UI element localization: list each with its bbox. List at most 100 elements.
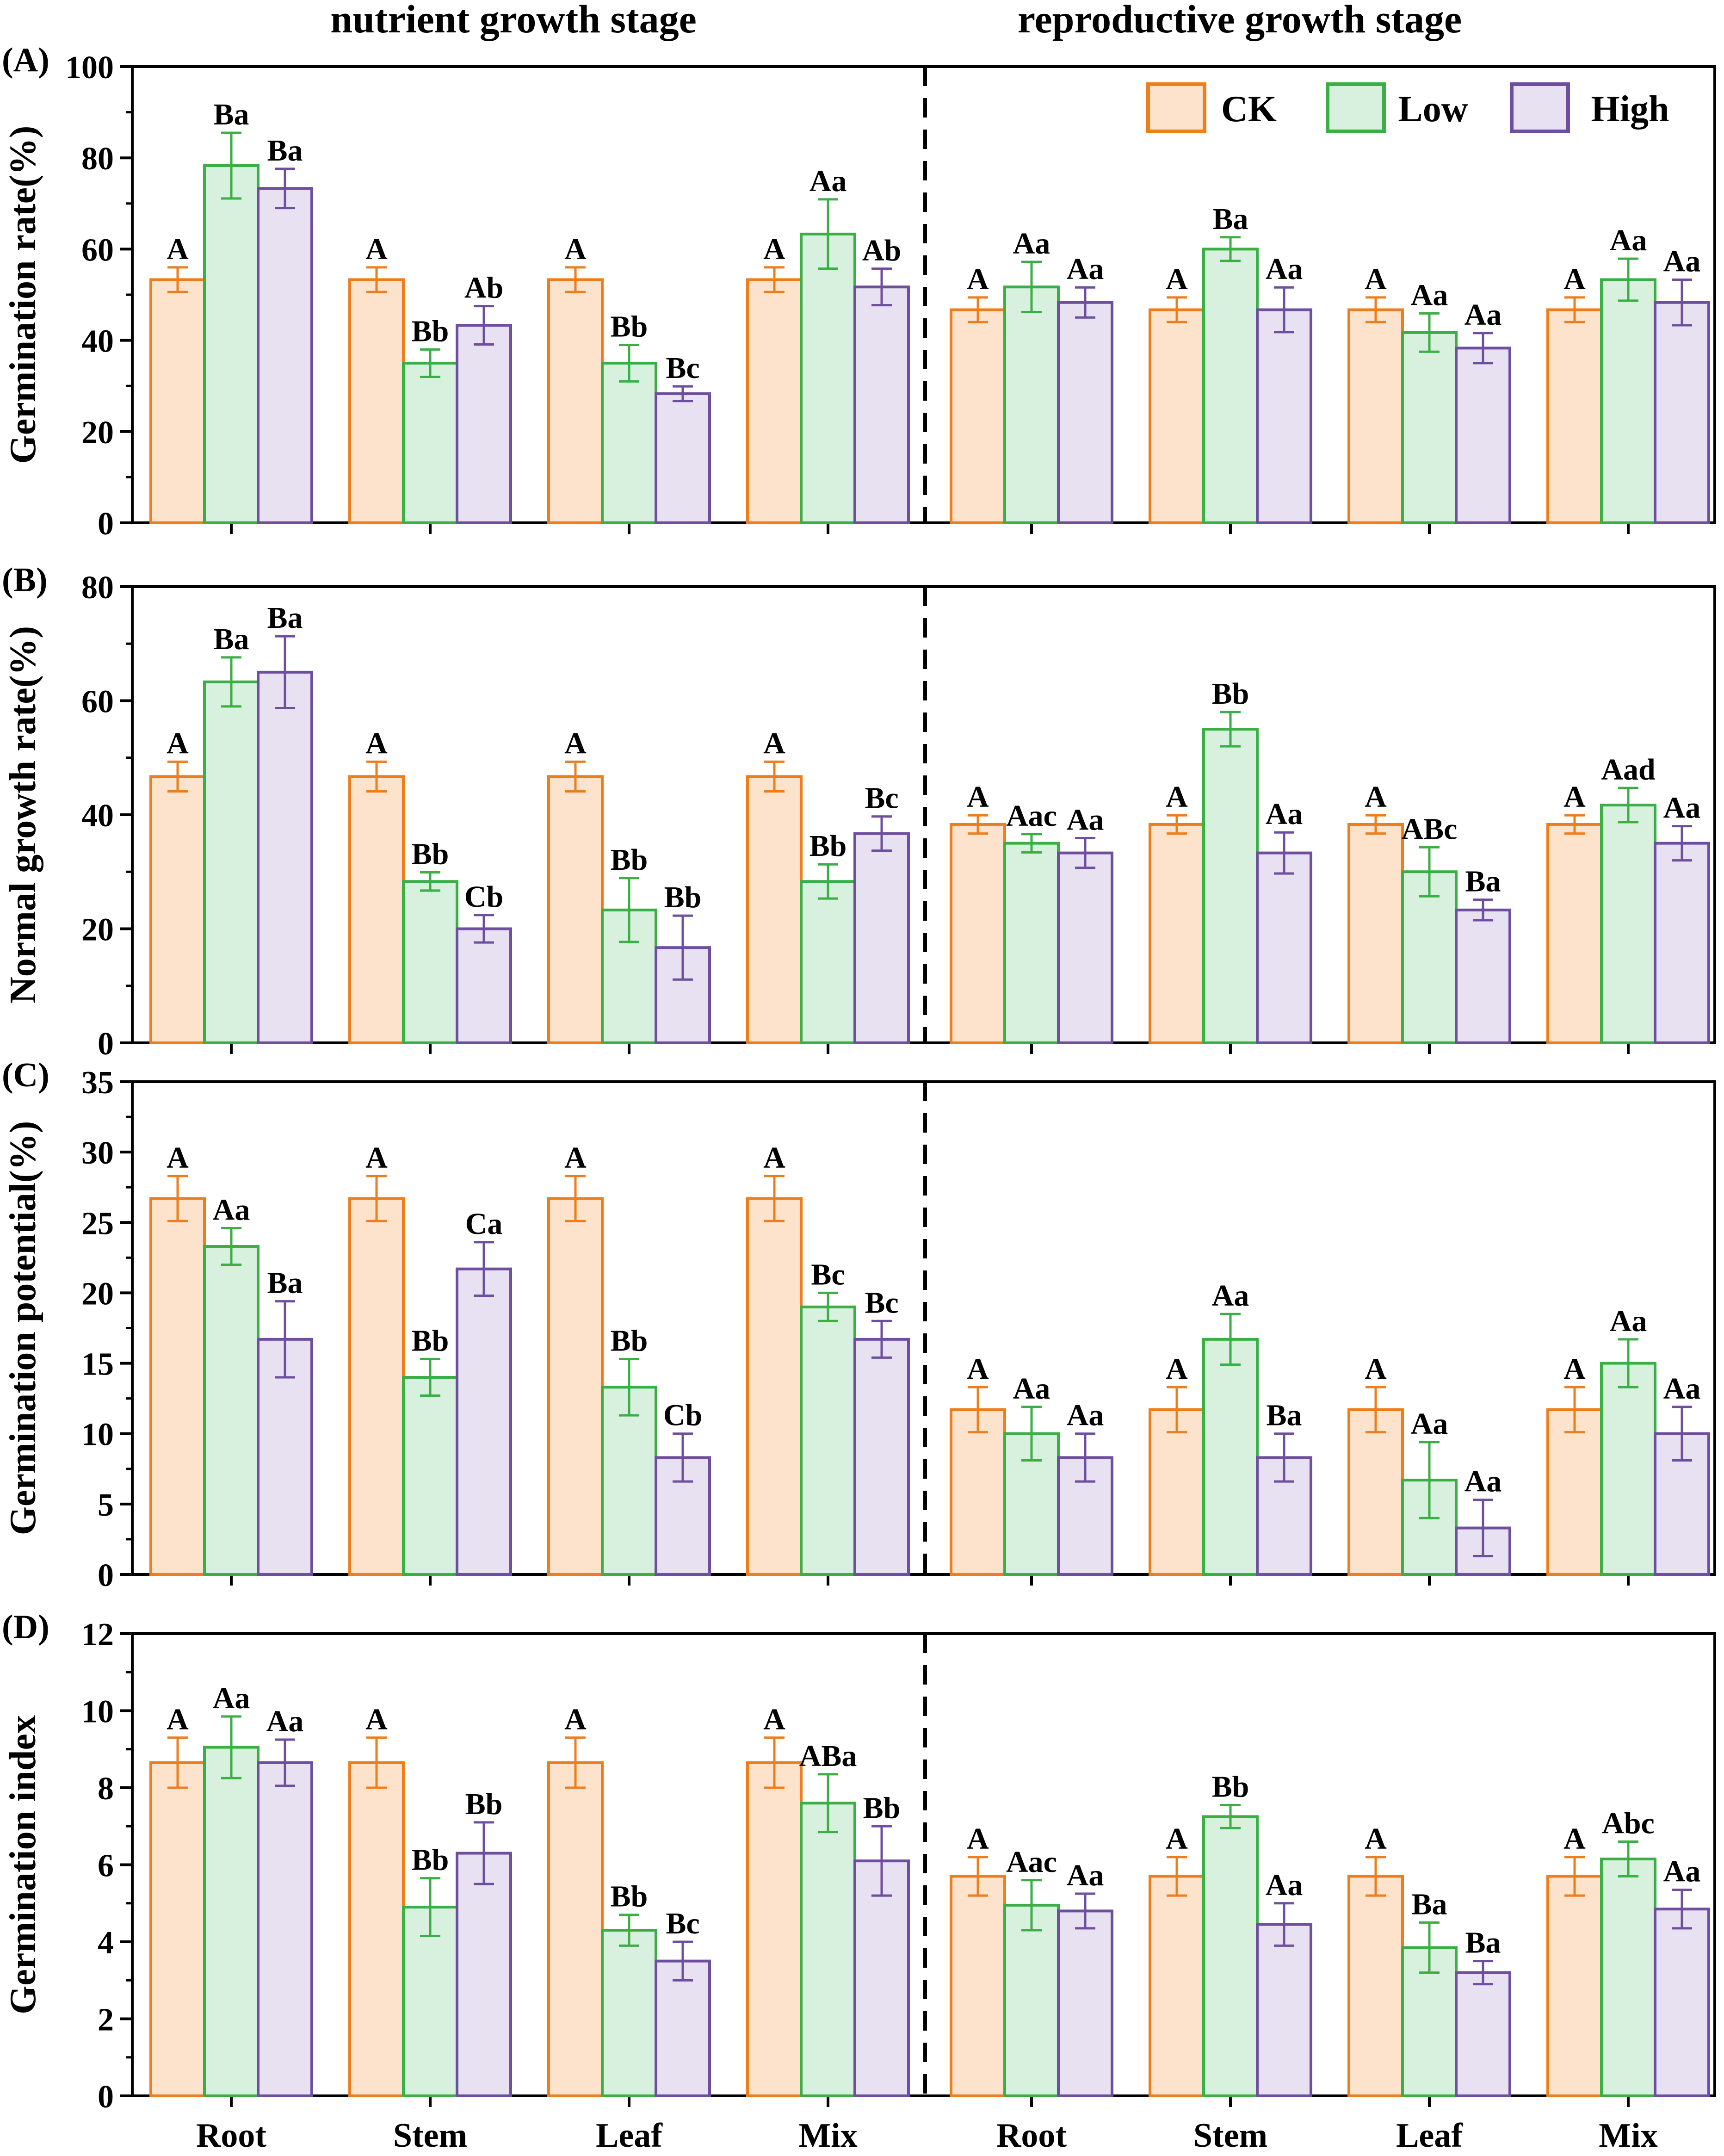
bar-ck-8 — [1546, 1875, 1603, 2098]
sig-label-low-2: Bb — [412, 837, 449, 871]
y-tick-label: 35 — [81, 1065, 114, 1101]
sig-label-high-8: Aa — [1663, 244, 1701, 278]
sig-label-ck-4: A — [763, 1703, 785, 1736]
bar-low-4 — [800, 880, 856, 1044]
sig-label-high-4: Bb — [863, 1791, 901, 1825]
sig-label-ck-8: A — [1563, 1352, 1586, 1386]
bar-high-7 — [1455, 908, 1511, 1044]
sig-label-low-5: Aa — [1013, 227, 1050, 260]
bar-high-4 — [853, 285, 910, 524]
bar-ck-4 — [746, 775, 803, 1044]
sig-label-low-4: Bc — [811, 1258, 845, 1291]
sig-label-low-3: Bb — [611, 1880, 648, 1914]
sig-label-ck-2: A — [365, 232, 388, 266]
bar-ck-2 — [348, 1761, 405, 2097]
bar-low-6 — [1202, 248, 1259, 524]
stage-title-right: reproductive growth stage — [1018, 0, 1462, 41]
bar-high-6 — [1256, 1923, 1312, 2098]
bar-low-4 — [800, 1305, 856, 1576]
sig-label-ck-3: A — [564, 1141, 587, 1175]
bar-low-8 — [1600, 278, 1656, 524]
bar-ck-1 — [149, 278, 206, 524]
sig-label-high-3: Bc — [666, 1907, 699, 1940]
sig-label-low-3: Bb — [611, 310, 648, 343]
legend-swatch-ck — [1146, 82, 1206, 133]
y-tick-label: 0 — [98, 1026, 114, 1062]
panel-label: (D) — [2, 1608, 49, 1646]
bar-low-4 — [800, 1802, 856, 2098]
bar-ck-8 — [1546, 823, 1603, 1044]
sig-label-high-1: Aa — [266, 1704, 304, 1738]
x-tick-label: Root — [196, 2117, 266, 2155]
sig-label-low-1: Ba — [213, 98, 249, 131]
bar-ck-4 — [746, 1197, 803, 1576]
sig-label-low-1: Ba — [213, 622, 249, 656]
bar-low-8 — [1600, 804, 1656, 1044]
sig-label-high-8: Aa — [1663, 791, 1701, 825]
sig-label-low-7: ABc — [1402, 812, 1458, 846]
legend-swatch-high — [1510, 82, 1570, 133]
bar-high-6 — [1256, 851, 1312, 1044]
bar-high-1 — [257, 187, 313, 524]
sig-label-ck-5: A — [967, 262, 989, 296]
bar-low-8 — [1600, 1362, 1656, 1576]
bar-ck-7 — [1347, 1875, 1404, 2098]
bar-ck-5 — [950, 1408, 1006, 1576]
panel-label: (A) — [2, 41, 49, 79]
bar-ck-5 — [950, 823, 1006, 1044]
sig-label-low-2: Bb — [412, 314, 449, 348]
bar-low-7 — [1401, 331, 1458, 524]
sig-label-low-8: Aa — [1610, 223, 1647, 257]
y-tick-label: 0 — [98, 2079, 114, 2115]
bar-low-2 — [402, 361, 458, 525]
sig-label-ck-1: A — [167, 232, 189, 266]
y-tick-label: 80 — [81, 141, 114, 177]
bar-low-5 — [1003, 1903, 1060, 2098]
y-tick-label: 25 — [81, 1206, 114, 1241]
y-axis-title: Germination potential(%) — [3, 1121, 43, 1535]
panel-label: (B) — [2, 561, 48, 599]
bar-high-6 — [1256, 308, 1312, 525]
sig-label-low-8: Aa — [1610, 1304, 1647, 1338]
stage-title-left: nutrient growth stage — [330, 0, 696, 41]
sig-label-low-4: ABa — [799, 1739, 857, 1773]
sig-label-high-4: Ab — [862, 234, 901, 267]
y-axis-title: Germination rate(%) — [3, 126, 43, 464]
y-tick-label: 8 — [98, 1771, 114, 1807]
bar-ck-1 — [149, 1761, 206, 2097]
y-tick-label: 6 — [98, 1848, 114, 1884]
sig-label-ck-4: A — [763, 1141, 785, 1175]
legend-label-ck: CK — [1221, 89, 1277, 130]
bar-ck-7 — [1347, 823, 1404, 1044]
x-tick-label: Root — [996, 2117, 1067, 2155]
legend: CK Low High — [1146, 82, 1669, 133]
bar-high-2 — [456, 1267, 512, 1576]
sig-label-high-5: Aa — [1067, 1399, 1104, 1432]
y-tick-label: 0 — [98, 506, 114, 542]
bar-high-7 — [1455, 347, 1511, 524]
sig-label-ck-7: A — [1365, 780, 1387, 814]
bar-low-6 — [1202, 1338, 1259, 1576]
bar-ck-1 — [149, 1197, 206, 1576]
sig-label-high-2: Cb — [464, 880, 503, 914]
y-tick-label: 20 — [81, 415, 114, 451]
sig-label-high-8: Aa — [1663, 1855, 1701, 1889]
sig-label-low-6: Aa — [1212, 1279, 1249, 1313]
sig-label-ck-4: A — [763, 232, 785, 266]
sig-label-low-6: Ba — [1212, 202, 1248, 236]
x-tick-label: Leaf — [596, 2117, 663, 2155]
bar-low-1 — [203, 1245, 260, 1576]
bar-low-2 — [402, 1376, 458, 1576]
sig-label-ck-1: A — [167, 726, 189, 760]
bar-ck-1 — [149, 775, 206, 1044]
bar-ck-3 — [547, 1761, 604, 2097]
legend-label-low: Low — [1398, 89, 1468, 130]
sig-label-high-8: Aa — [1663, 1372, 1701, 1406]
sig-label-high-7: Ba — [1465, 1926, 1501, 1960]
sig-label-ck-2: A — [365, 1141, 388, 1175]
bar-high-7 — [1455, 1971, 1511, 2098]
y-tick-label: 20 — [81, 1276, 114, 1312]
bar-ck-3 — [547, 278, 604, 524]
